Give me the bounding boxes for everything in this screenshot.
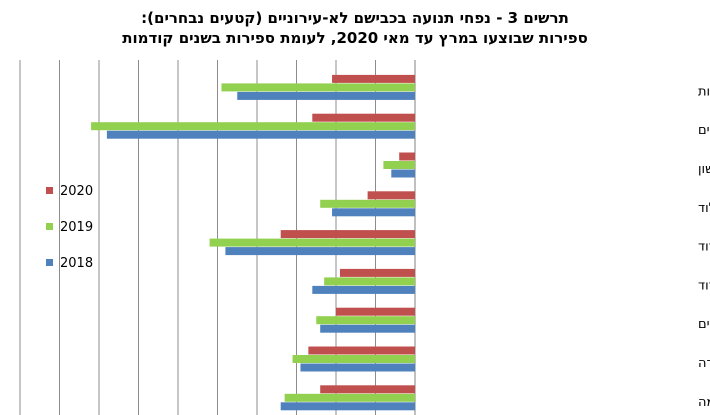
bar-2018-5 xyxy=(225,247,415,256)
category-label-3: כביש 44 מצומת שמשון עד צומת נחשון xyxy=(698,162,710,177)
bar-2018-9 xyxy=(280,402,415,411)
legend-label-2018: 2018 xyxy=(60,256,93,271)
category-label-7: כביש 40 מצומת תעשייה אוורית עד צומת הטיי… xyxy=(698,317,710,332)
category-label-1: כביש 6 ממחלף עירון עד מחלף עין תות xyxy=(698,84,710,99)
bar-2020-2 xyxy=(312,113,415,122)
legend-swatch-2020 xyxy=(46,187,53,194)
bar-2018-8 xyxy=(300,363,415,372)
bar-2019-5 xyxy=(209,238,415,247)
bar-2020-3 xyxy=(399,152,415,161)
bar-2020-4 xyxy=(367,191,415,200)
bar-2020-7 xyxy=(336,307,415,316)
bar-2018-3 xyxy=(391,169,415,178)
bar-2020-9 xyxy=(320,385,415,394)
legend-label-2019: 2019 xyxy=(60,220,93,235)
bar-2019-9 xyxy=(284,393,415,402)
category-label-4: כביש 44 מצומת גזר עד צומת רמלוד xyxy=(698,201,710,216)
chart-title-line-1: תרשים 3 - נפחי תנועה בכבישם לא-עירוניים … xyxy=(141,9,569,27)
bar-2018-6 xyxy=(312,285,415,294)
bar-2018-7 xyxy=(320,324,415,333)
bar-2018-1 xyxy=(237,91,415,100)
category-label-8: כביש 40 מצומת ראם (מסמייה) עד צומת גדרה xyxy=(698,356,710,371)
bar-2020-1 xyxy=(332,74,415,83)
legend-swatch-2018 xyxy=(46,259,53,266)
category-label-9: כביש 40 מצומת להבים עד מחלף קמה xyxy=(698,395,710,410)
bar-2018-2 xyxy=(106,130,416,139)
bar-2018-4 xyxy=(332,208,415,217)
bar-2019-8 xyxy=(292,355,415,363)
chart-title: תרשים 3 - נפחי תנועה בכבישם לא-עירוניים … xyxy=(0,8,710,48)
bar-2020-8 xyxy=(308,346,415,355)
category-label-2: כביש 6 ממחלף בן שמן עד מחלף נחשונים xyxy=(698,123,710,138)
bar-2019-3 xyxy=(383,161,415,169)
bar-2020-6 xyxy=(339,268,415,277)
bar-2019-2 xyxy=(91,122,415,131)
category-label-5: כביש 41 מנמל אשדוד עד מחלף אשדוד xyxy=(698,240,710,255)
legend-label-2020: 2020 xyxy=(60,184,93,199)
bar-2019-4 xyxy=(320,199,415,208)
bars xyxy=(91,74,416,411)
chart-title-line-2: ספירות שבוצעו במרץ עד מאי 2020, לעומת ספ… xyxy=(122,29,588,47)
bar-2020-5 xyxy=(280,230,415,239)
category-label-6: כביש 41 מכניסה לנמל אשדוד עד נמל אשדוד xyxy=(698,278,710,293)
bar-2019-7 xyxy=(316,316,415,325)
bar-2019-1 xyxy=(221,83,415,92)
bar-2019-6 xyxy=(324,277,415,286)
category-labels: כביש 6 ממחלף עירון עד מחלף עין תות כביש 6… xyxy=(698,84,710,409)
legend: 2020 2019 2018 xyxy=(46,184,93,271)
legend-swatch-2019 xyxy=(46,223,53,230)
